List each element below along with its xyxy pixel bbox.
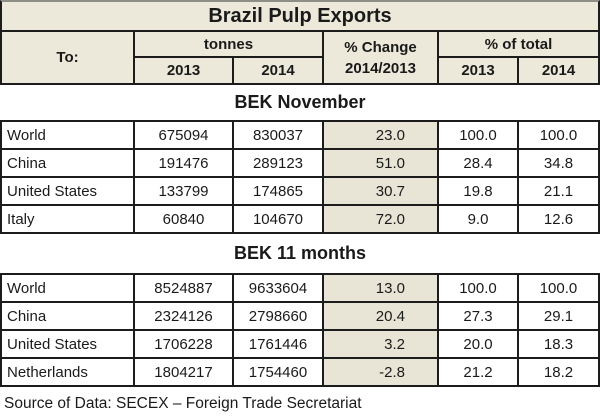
cell-destination: Netherlands: [7, 363, 88, 381]
cell-tonnes-2013: 60840: [133, 206, 232, 232]
table-header: To: tonnes % Change 2014/2013 % of total…: [0, 32, 600, 85]
cell-tonnes-2013: 675094: [133, 122, 232, 148]
cell-destination: China: [7, 154, 47, 172]
header-to: To:: [56, 49, 79, 66]
cell-tonnes-2013: 1706228: [133, 331, 232, 357]
cell-pct-change: 51.0: [322, 150, 437, 176]
cell-share-2014: 18.3: [517, 331, 598, 357]
cell-pct-change: 23.0: [322, 122, 437, 148]
cell-pct-change: 13.0: [322, 275, 437, 301]
cell-pct-change: 72.0: [322, 206, 437, 232]
section-header-bek-11-months: BEK 11 months: [0, 234, 600, 275]
cell-share-2014: 21.1: [517, 178, 598, 204]
table-row: United States 1706228 1761446 3.2 20.0 1…: [0, 331, 600, 359]
source-note: Source of Data: SECEX – Foreign Trade Se…: [0, 387, 600, 420]
header-tonnes-2014: 2014: [232, 56, 322, 83]
table-row: China 191476 289123 51.0 28.4 34.8: [0, 150, 600, 178]
cell-tonnes-2014: 289123: [232, 150, 322, 176]
cell-share-2013: 100.0: [437, 122, 517, 148]
cell-tonnes-2014: 1761446: [232, 331, 322, 357]
cell-tonnes-2014: 174865: [232, 178, 322, 204]
table-row: World 8524887 9633604 13.0 100.0 100.0: [0, 275, 600, 303]
cell-pct-change: -2.8: [322, 359, 437, 385]
header-pct-change-line1: % Change: [344, 38, 417, 56]
cell-tonnes-2014: 1754460: [232, 359, 322, 385]
cell-pct-change: 20.4: [322, 303, 437, 329]
table-row: United States 133799 174865 30.7 19.8 21…: [0, 178, 600, 206]
cell-share-2014: 18.2: [517, 359, 598, 385]
cell-destination: China: [7, 307, 47, 325]
header-total-2014: 2014: [517, 56, 598, 83]
table-title: Brazil Pulp Exports: [0, 0, 600, 32]
cell-share-2013: 20.0: [437, 331, 517, 357]
table-row: Netherlands 1804217 1754460 -2.8 21.2 18…: [0, 359, 600, 387]
cell-share-2013: 21.2: [437, 359, 517, 385]
cell-tonnes-2014: 104670: [232, 206, 322, 232]
header-pct-change: % Change 2014/2013: [322, 32, 437, 83]
cell-tonnes-2013: 8524887: [133, 275, 232, 301]
cell-share-2014: 100.0: [517, 275, 598, 301]
cell-share-2014: 34.8: [517, 150, 598, 176]
cell-share-2013: 28.4: [437, 150, 517, 176]
header-pct-change-line2: 2014/2013: [345, 59, 416, 77]
header-pct-of-total: % of total: [437, 32, 598, 56]
cell-destination: World: [7, 279, 46, 297]
cell-share-2014: 29.1: [517, 303, 598, 329]
header-total-2013: 2013: [437, 56, 517, 83]
cell-share-2013: 9.0: [437, 206, 517, 232]
table-row: Italy 60840 104670 72.0 9.0 12.6: [0, 206, 600, 234]
cell-destination: United States: [7, 182, 98, 200]
cell-share-2014: 100.0: [517, 122, 598, 148]
cell-tonnes-2014: 9633604: [232, 275, 322, 301]
cell-tonnes-2013: 1804217: [133, 359, 232, 385]
cell-destination: United States: [7, 335, 98, 353]
cell-tonnes-2014: 830037: [232, 122, 322, 148]
cell-pct-change: 30.7: [322, 178, 437, 204]
cell-share-2013: 27.3: [437, 303, 517, 329]
cell-share-2013: 100.0: [437, 275, 517, 301]
cell-destination: World: [7, 126, 46, 144]
cell-tonnes-2013: 2324126: [133, 303, 232, 329]
table-row: China 2324126 2798660 20.4 27.3 29.1: [0, 303, 600, 331]
cell-share-2013: 19.8: [437, 178, 517, 204]
section-header-bek-november: BEK November: [0, 85, 600, 122]
table-row: World 675094 830037 23.0 100.0 100.0: [0, 122, 600, 150]
cell-tonnes-2013: 133799: [133, 178, 232, 204]
cell-tonnes-2013: 191476: [133, 150, 232, 176]
header-tonnes: tonnes: [133, 32, 322, 56]
cell-tonnes-2014: 2798660: [232, 303, 322, 329]
cell-share-2014: 12.6: [517, 206, 598, 232]
header-tonnes-2013: 2013: [133, 56, 232, 83]
cell-pct-change: 3.2: [322, 331, 437, 357]
cell-destination: Italy: [7, 210, 35, 228]
